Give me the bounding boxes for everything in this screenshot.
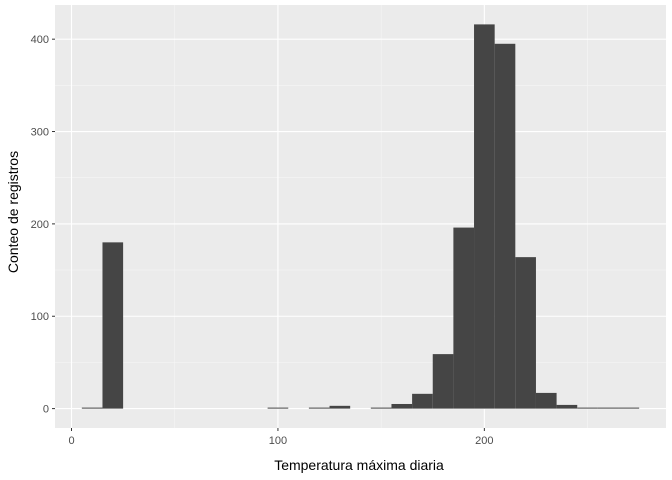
y-axis: 0 100 200 300 400: [31, 34, 55, 416]
y-tick-label: 300: [31, 127, 49, 139]
y-tick-label: 100: [31, 311, 49, 323]
histogram-bar: [515, 257, 536, 409]
x-tick-label: 0: [68, 435, 74, 447]
x-tick-label: 200: [475, 435, 493, 447]
histogram-bar: [391, 403, 413, 409]
histogram-bar: [308, 407, 330, 409]
histogram-bar: [102, 242, 124, 409]
x-axis-title: Temperatura máxima diaria: [274, 457, 444, 473]
histogram-bar: [432, 354, 454, 409]
histogram-bar: [556, 404, 578, 409]
y-tick-label: 400: [31, 34, 49, 46]
histogram-bar: [577, 407, 598, 409]
histogram-bar: [453, 227, 475, 409]
histogram-bar: [474, 24, 495, 409]
y-tick-label: 0: [43, 404, 49, 416]
histogram-bar: [494, 43, 516, 409]
y-tick-label: 200: [31, 219, 49, 231]
histogram-bar: [535, 392, 557, 409]
x-tick-label: 100: [269, 435, 287, 447]
histogram-bar: [267, 407, 289, 409]
minor-gridlines: [55, 5, 666, 428]
histogram-bar: [618, 407, 640, 409]
y-axis-title: Conteo de registros: [5, 151, 21, 273]
histogram-bars: [81, 24, 640, 409]
x-axis: 0 100 200: [68, 428, 494, 447]
histogram-bar: [370, 407, 392, 409]
histogram-bar: [329, 405, 351, 409]
histogram-bar: [597, 407, 619, 409]
histogram-bar: [412, 393, 433, 409]
histogram-bar: [81, 407, 103, 409]
plot-panel: [55, 5, 666, 428]
